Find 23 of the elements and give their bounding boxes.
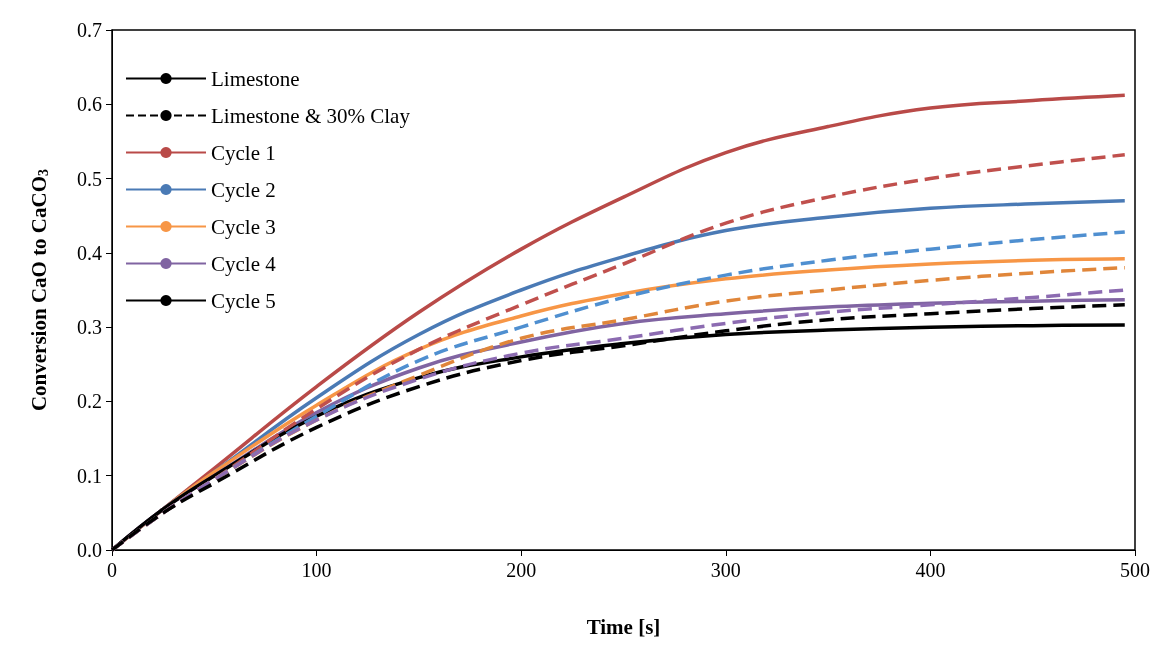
y-tick-label: 0.0 <box>77 539 102 561</box>
legend-label: Limestone & 30% Clay <box>211 103 411 128</box>
legend-label: Cycle 3 <box>211 214 276 239</box>
y-tick-label: 0.1 <box>77 464 102 487</box>
x-tick-label: 100 <box>301 559 332 581</box>
x-axis-title: Time [s] <box>586 614 661 639</box>
legend-label: Limestone <box>211 66 300 91</box>
x-tick-label: 300 <box>710 559 741 581</box>
x-tick-label: 500 <box>1120 559 1150 581</box>
y-tick-label: 0.2 <box>77 390 102 413</box>
y-tick-label: 0.4 <box>77 241 102 264</box>
y-tick-label: 0.6 <box>77 93 102 116</box>
legend-label: Cycle 2 <box>211 177 276 202</box>
y-tick-label: 0.5 <box>77 167 102 190</box>
legend-label: Cycle 4 <box>211 251 277 276</box>
x-tick-label: 400 <box>915 559 946 581</box>
x-tick-label: 0 <box>107 559 117 581</box>
y-tick-label: 0.3 <box>77 316 102 339</box>
x-tick-label: 200 <box>506 559 537 581</box>
y-tick-label: 0.7 <box>77 19 102 41</box>
legend-label: Cycle 1 <box>211 140 276 165</box>
legend-label: Cycle 5 <box>211 288 276 313</box>
y-axis-title: Conversion CaO to CaCO3 <box>27 168 51 412</box>
